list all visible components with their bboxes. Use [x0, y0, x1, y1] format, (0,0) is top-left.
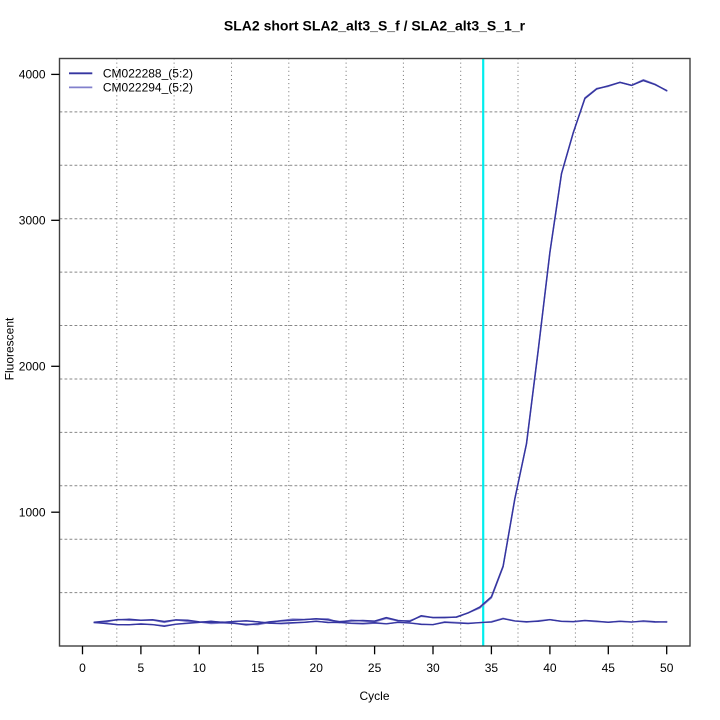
- svg-text:Cycle: Cycle: [359, 689, 389, 703]
- svg-text:Fluorescent: Fluorescent: [3, 317, 17, 380]
- svg-text:15: 15: [251, 661, 265, 675]
- svg-text:50: 50: [660, 661, 674, 675]
- svg-text:30: 30: [426, 661, 440, 675]
- svg-text:25: 25: [368, 661, 382, 675]
- svg-text:45: 45: [602, 661, 616, 675]
- svg-text:5: 5: [138, 661, 145, 675]
- svg-text:10: 10: [193, 661, 207, 675]
- svg-text:40: 40: [543, 661, 557, 675]
- svg-text:2000: 2000: [19, 360, 46, 374]
- svg-text:20: 20: [310, 661, 324, 675]
- svg-text:SLA2 short SLA2_alt3_S_f / SLA: SLA2 short SLA2_alt3_S_f / SLA2_alt3_S_1…: [224, 18, 526, 34]
- svg-text:35: 35: [485, 661, 499, 675]
- svg-text:0: 0: [79, 661, 86, 675]
- svg-text:CM022294_(5:2): CM022294_(5:2): [103, 81, 193, 95]
- svg-text:4000: 4000: [19, 68, 46, 82]
- svg-text:1000: 1000: [19, 506, 46, 520]
- svg-text:CM022288_(5:2): CM022288_(5:2): [103, 67, 193, 81]
- svg-text:3000: 3000: [19, 214, 46, 228]
